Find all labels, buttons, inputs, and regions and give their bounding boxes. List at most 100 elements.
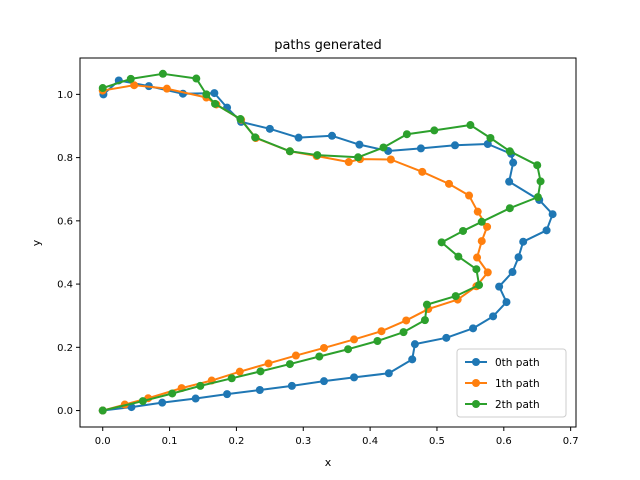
data-point-2-18 (459, 226, 468, 235)
data-point-2-7 (315, 352, 324, 361)
data-point-0-19 (519, 237, 528, 246)
data-point-2-0 (98, 406, 107, 415)
legend-box (456, 348, 567, 418)
data-point-1-20 (465, 191, 474, 200)
data-point-1-23 (386, 155, 395, 164)
data-point-1-9 (350, 335, 359, 344)
data-point-2-37 (192, 74, 201, 83)
data-point-2-30 (354, 153, 363, 162)
data-point-1-11 (402, 316, 411, 325)
y-tick-label-5: 1.0 (57, 90, 73, 101)
x-tick-label-3: 0.3 (295, 436, 311, 447)
legend-label-1: 1th path (495, 378, 540, 390)
y-axis-label: y (30, 239, 43, 246)
data-point-2-5 (256, 367, 265, 376)
legend: 0th path 1th path 2th path (456, 348, 567, 418)
data-point-0-16 (495, 282, 504, 291)
data-point-0-27 (451, 141, 460, 150)
data-point-0-9 (384, 369, 393, 378)
x-tick-label-1: 0.1 (162, 436, 178, 447)
data-point-2-20 (505, 204, 514, 213)
x-tick-label-2: 0.2 (228, 436, 244, 447)
data-point-2-17 (437, 238, 446, 247)
x-tick-label-0: 0.0 (95, 436, 111, 447)
data-point-2-11 (420, 316, 429, 325)
x-tick-label-6: 0.6 (496, 436, 512, 447)
data-point-0-7 (319, 377, 328, 386)
plot-area: 0.0 0.1 0.2 0.3 0.4 0.5 0.6 0.7 0.0 0.2 0.4 0.6 0.8 1… (57, 57, 579, 447)
data-point-1-19 (473, 207, 482, 216)
data-point-0-31 (328, 131, 337, 140)
data-point-2-15 (472, 265, 481, 274)
data-point-0-21 (548, 210, 557, 219)
data-point-2-10 (399, 328, 408, 337)
x-tick-label-5: 0.5 (429, 436, 445, 447)
data-point-1-32 (162, 84, 171, 93)
data-point-1-15 (483, 268, 492, 277)
y-tick-label-4: 0.8 (57, 153, 73, 164)
data-point-2-21 (533, 193, 542, 202)
data-point-2-4 (227, 374, 236, 383)
data-point-2-32 (285, 147, 294, 156)
data-point-2-22 (536, 177, 545, 186)
data-point-0-6 (287, 381, 296, 390)
data-point-0-11 (410, 340, 419, 349)
data-point-2-35 (211, 99, 220, 108)
legend-marker-2 (472, 400, 480, 408)
data-point-2-36 (202, 90, 211, 99)
data-point-2-2 (168, 389, 177, 398)
data-point-0-23 (505, 177, 514, 186)
data-point-2-6 (285, 360, 294, 369)
data-point-1-22 (418, 167, 427, 176)
data-point-2-19 (477, 217, 486, 226)
data-point-1-10 (377, 327, 386, 336)
legend-marker-1 (472, 379, 480, 387)
data-point-0-26 (483, 140, 492, 149)
data-point-2-9 (373, 336, 382, 345)
data-point-2-12 (422, 300, 431, 309)
data-point-1-8 (319, 343, 328, 352)
data-point-0-14 (489, 312, 498, 321)
data-point-2-34 (236, 115, 245, 124)
y-tick-label-3: 0.6 (57, 216, 73, 227)
data-point-1-18 (483, 222, 492, 231)
data-point-2-24 (505, 147, 514, 156)
y-tick-label-0: 0.0 (57, 406, 73, 417)
data-point-2-38 (158, 69, 167, 78)
data-point-2-27 (430, 126, 439, 135)
data-point-1-33 (130, 81, 139, 90)
data-point-0-3 (191, 394, 200, 403)
data-point-1-7 (291, 351, 300, 360)
y-tick-label-1: 0.2 (57, 343, 73, 354)
data-point-2-13 (451, 292, 460, 301)
data-point-0-15 (502, 298, 511, 307)
data-point-1-25 (344, 158, 353, 167)
data-point-1-6 (264, 359, 273, 368)
data-point-1-16 (473, 253, 482, 262)
x-tick-label-4: 0.4 (362, 436, 378, 447)
data-point-0-36 (210, 89, 219, 98)
data-point-0-20 (542, 226, 551, 235)
series-2 (98, 69, 545, 415)
legend-marker-0 (472, 358, 480, 366)
data-point-2-29 (379, 143, 388, 152)
data-point-0-33 (265, 124, 274, 133)
data-point-0-5 (255, 386, 264, 395)
data-point-2-28 (402, 130, 411, 139)
data-point-0-17 (508, 268, 517, 277)
x-axis-label: x (325, 456, 332, 469)
data-point-0-10 (408, 355, 417, 364)
data-point-0-4 (223, 390, 232, 399)
legend-label-2: 2th path (495, 399, 540, 411)
chart-title: paths generated (274, 38, 382, 53)
data-point-2-31 (313, 151, 322, 160)
data-point-2-16 (454, 252, 463, 261)
data-point-2-26 (466, 121, 475, 130)
data-point-1-17 (477, 237, 486, 246)
data-point-2-33 (251, 133, 260, 142)
data-point-2-14 (475, 281, 484, 290)
data-point-1-21 (444, 179, 453, 188)
y-tick-label-2: 0.4 (57, 280, 73, 291)
data-point-2-8 (344, 345, 353, 354)
